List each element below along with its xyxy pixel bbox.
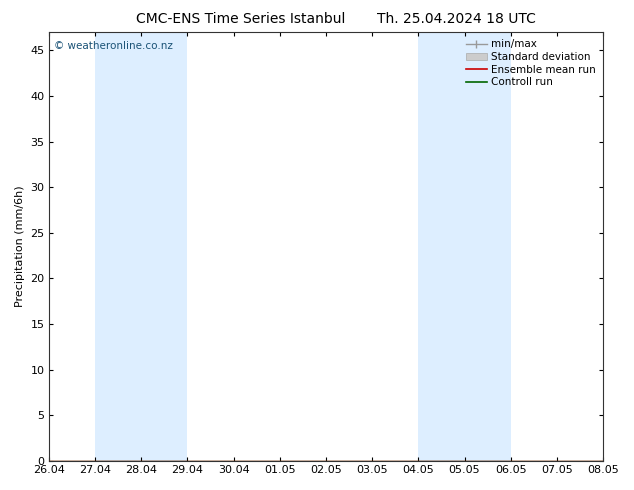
Legend: min/max, Standard deviation, Ensemble mean run, Controll run: min/max, Standard deviation, Ensemble me…: [464, 37, 598, 89]
Text: CMC-ENS Time Series Istanbul: CMC-ENS Time Series Istanbul: [136, 12, 346, 26]
Text: © weatheronline.co.nz: © weatheronline.co.nz: [55, 41, 173, 51]
Text: Th. 25.04.2024 18 UTC: Th. 25.04.2024 18 UTC: [377, 12, 536, 26]
Bar: [95, 32, 188, 461]
Y-axis label: Precipitation (mm/6h): Precipitation (mm/6h): [15, 186, 25, 307]
Bar: [418, 32, 511, 461]
